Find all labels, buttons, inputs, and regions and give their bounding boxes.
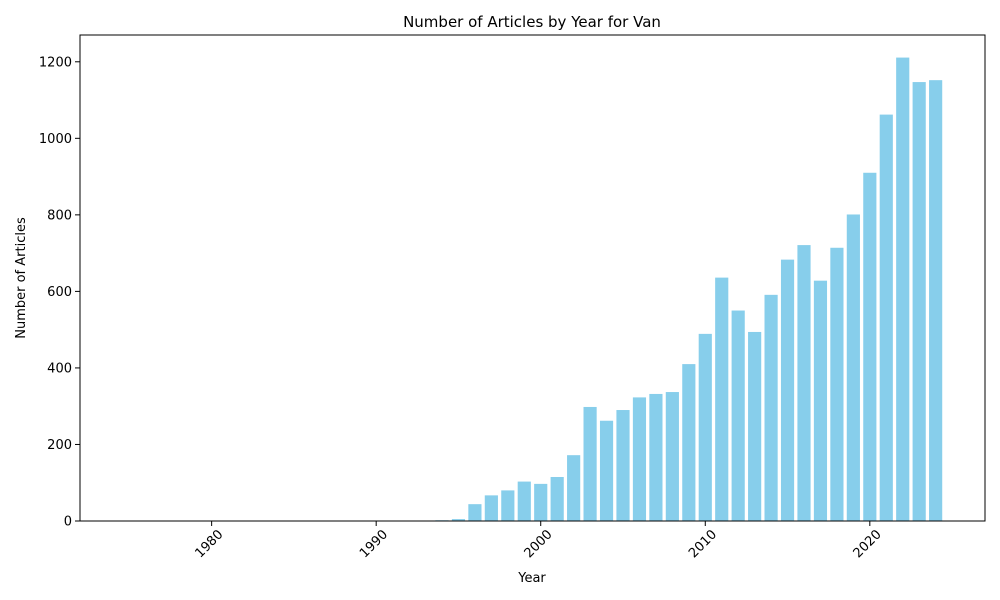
x-tick-label-2000: 2000 — [522, 527, 556, 561]
bar-2021 — [879, 114, 893, 521]
bar-2008 — [665, 392, 679, 521]
bar-2004 — [599, 420, 614, 521]
bar-1998 — [501, 490, 515, 521]
y-tick-label-600: 600 — [47, 285, 72, 300]
bar-2019 — [846, 214, 860, 521]
chart-title: Number of Articles by Year for Van — [403, 13, 661, 31]
bar-2024 — [929, 80, 943, 521]
bar-2016 — [797, 245, 811, 521]
bar-2012 — [731, 310, 745, 521]
bars-group — [122, 57, 943, 522]
y-tick-label-1200: 1200 — [39, 55, 72, 70]
x-tick-label-1980: 1980 — [192, 527, 226, 561]
bar-2020 — [863, 172, 877, 521]
y-tick-label-0: 0 — [64, 515, 72, 530]
y-tick-label-1000: 1000 — [39, 132, 72, 147]
bar-2023 — [912, 82, 926, 522]
x-tick-label-2020: 2020 — [851, 527, 885, 561]
bar-1997 — [484, 495, 498, 521]
bar-2009 — [682, 364, 696, 521]
bar-2006 — [632, 397, 647, 521]
bar-1996 — [468, 504, 482, 521]
y-axis: 0 200 400 600 800 1000 1200 — [39, 55, 80, 530]
bar-2010 — [698, 333, 712, 521]
bar-2005 — [616, 410, 630, 521]
bar-2002 — [567, 455, 581, 521]
y-axis-label: Number of Articles — [14, 217, 29, 339]
x-axis: 1980 1990 2000 2010 2020 — [192, 521, 885, 561]
bar-2003 — [583, 406, 597, 521]
x-tick-label-1990: 1990 — [357, 527, 391, 561]
x-tick-label-2010: 2010 — [686, 527, 720, 561]
bar-2013 — [748, 331, 762, 521]
bar-2017 — [813, 280, 828, 521]
bar-2014 — [764, 294, 778, 521]
bar-2018 — [830, 247, 844, 522]
bar-1999 — [517, 481, 531, 521]
bar-2015 — [780, 259, 795, 521]
y-tick-label-200: 200 — [47, 438, 72, 453]
bar-1995 — [451, 519, 466, 521]
plot-frame — [79, 34, 986, 522]
y-tick-label-800: 800 — [47, 208, 72, 223]
bar-2022 — [896, 57, 910, 522]
bar-2001 — [550, 476, 564, 521]
bar-2011 — [715, 277, 729, 521]
y-tick-label-400: 400 — [47, 361, 72, 376]
bar-2000 — [534, 483, 548, 521]
bar-2007 — [649, 393, 663, 521]
x-axis-label: Year — [517, 571, 546, 586]
